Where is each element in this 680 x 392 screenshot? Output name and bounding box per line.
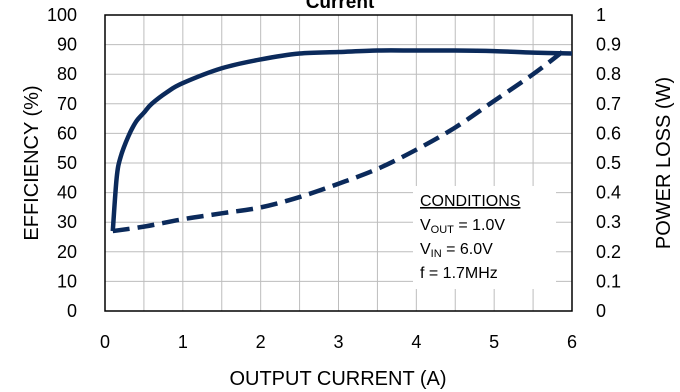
x-axis-label: OUTPUT CURRENT (A) (229, 368, 446, 390)
conditions-box: CONDITIONS VOUT = 1.0V VIN = 6.0V f = 1.… (413, 186, 556, 289)
y-tick-label: 30 (57, 212, 77, 232)
y2-tick-label: 0.4 (596, 183, 621, 203)
y2-tick-label: 0.2 (596, 242, 621, 262)
series-group (110, 48, 573, 234)
x-tick-label: 4 (411, 332, 421, 352)
y2-tick-label: 1 (596, 5, 606, 25)
y-tick-label: 100 (47, 5, 77, 25)
y-axis-label: EFFICIENCY (%) (21, 85, 43, 240)
y-tick-label: 90 (57, 35, 77, 55)
y2-tick-label: 0.7 (596, 94, 621, 114)
x-tick-label: 5 (489, 332, 499, 352)
conditions-vout: VOUT = 1.0V (420, 217, 505, 236)
y2-tick-label: 0.9 (596, 35, 621, 55)
efficiency-line (110, 48, 573, 232)
y-tick-label: 0 (67, 301, 77, 321)
x-tick-label: 0 (100, 332, 110, 352)
conditions-heading: CONDITIONS (420, 193, 520, 210)
tick-labels: 0 1 2 3 4 5 6010203040506070809010000.10.20.30… (47, 5, 621, 352)
plot-frame (104, 14, 573, 312)
power-loss-line (112, 48, 566, 234)
y2-tick-label: 0.5 (596, 153, 621, 173)
y-tick-label: 70 (57, 94, 77, 114)
x-tick-label: 1 (178, 332, 188, 352)
y-tick-label: 10 (57, 271, 77, 291)
x-tick-label: 2 (256, 332, 266, 352)
y-tick-label: 40 (57, 183, 77, 203)
conditions-background (413, 186, 556, 289)
conditions-frequency: f = 1.7MHz (420, 265, 498, 282)
y2-tick-label: 0.6 (596, 123, 621, 143)
y2-tick-label: 0.1 (596, 271, 621, 291)
y2-tick-label: 0.8 (596, 64, 621, 84)
x-tick-label: 3 (333, 332, 343, 352)
y-tick-label: 20 (57, 242, 77, 262)
x-tick-label: 6 (567, 332, 577, 352)
y2-axis-label: POWER LOSS (W) (653, 77, 675, 249)
chart-title: Current (306, 0, 375, 13)
y-tick-label: 80 (57, 64, 77, 84)
y-tick-label: 60 (57, 123, 77, 143)
y2-tick-label: 0 (596, 301, 606, 321)
conditions-vin: VIN = 6.0V (420, 241, 493, 260)
y-tick-label: 50 (57, 153, 77, 173)
y2-tick-label: 0.3 (596, 212, 621, 232)
